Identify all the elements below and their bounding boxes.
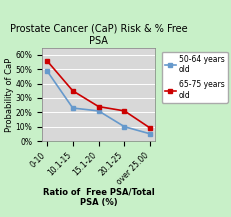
65-75 years
old xyxy=(45,59,48,62)
65-75 years
old xyxy=(97,105,100,108)
Y-axis label: Probability of CaP: Probability of CaP xyxy=(5,57,14,132)
50-64 years
old xyxy=(97,110,100,112)
50-64 years
old xyxy=(122,125,125,128)
65-75 years
old xyxy=(122,110,125,112)
Legend: 50-64 years
old, 65-75 years
old: 50-64 years old, 65-75 years old xyxy=(161,52,227,103)
50-64 years
old xyxy=(45,69,48,72)
X-axis label: Ratio of  Free PSA/Total
PSA (%): Ratio of Free PSA/Total PSA (%) xyxy=(43,188,154,207)
65-75 years
old xyxy=(71,89,74,92)
50-64 years
old xyxy=(71,107,74,109)
Line: 50-64 years
old: 50-64 years old xyxy=(45,69,152,136)
65-75 years
old xyxy=(148,127,151,129)
Line: 65-75 years
old: 65-75 years old xyxy=(45,59,152,130)
Title: Prostate Cancer (CaP) Risk & % Free
PSA: Prostate Cancer (CaP) Risk & % Free PSA xyxy=(10,24,187,46)
50-64 years
old xyxy=(148,133,151,135)
